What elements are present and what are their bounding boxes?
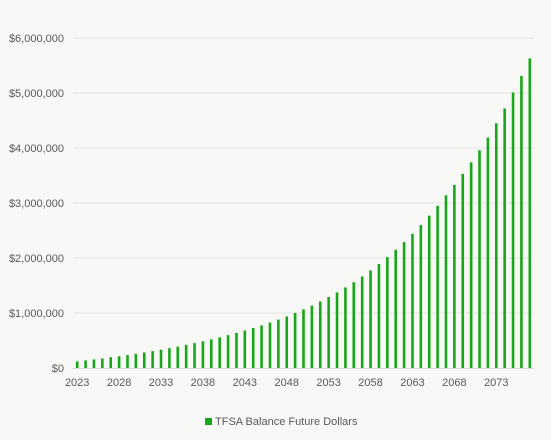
bar	[293, 313, 297, 368]
bar	[318, 301, 322, 368]
bar	[360, 276, 364, 368]
x-axis-ticks: 2023 2028 2033 2038 2043 2048 2053 2058 2063 2068…	[65, 377, 509, 389]
bar	[528, 58, 532, 368]
bar	[75, 361, 79, 368]
bar	[511, 92, 515, 368]
x-tick-label: 2073	[484, 377, 508, 389]
bar	[427, 215, 431, 368]
y-tick-label: $0	[52, 363, 64, 375]
bar	[142, 352, 146, 368]
bar	[92, 359, 96, 368]
y-axis-ticks: $0 $1,000,000 $2,000,000 $3,000,000 $4,000,0…	[9, 33, 64, 375]
bar	[302, 309, 305, 368]
x-tick-label: 2053	[316, 377, 340, 389]
bar	[520, 75, 523, 368]
bar	[226, 335, 230, 368]
y-tick-label: $2,000,000	[9, 253, 64, 265]
bar	[469, 162, 473, 368]
bar	[109, 357, 113, 368]
legend-swatch	[205, 418, 212, 425]
bar	[394, 249, 397, 368]
x-tick-label: 2063	[400, 377, 424, 389]
bar	[444, 195, 448, 368]
bar	[251, 328, 255, 368]
y-tick-label: $4,000,000	[9, 143, 64, 155]
x-tick-label: 2058	[358, 377, 382, 389]
bar	[218, 337, 221, 368]
x-tick-label: 2048	[274, 377, 298, 389]
x-tick-label: 2043	[233, 377, 257, 389]
bar	[402, 242, 406, 368]
bar	[260, 325, 263, 368]
bar	[386, 257, 389, 368]
bar	[327, 297, 330, 368]
legend-label: TFSA Balance Future Dollars	[215, 416, 358, 428]
bar	[126, 355, 129, 368]
y-tick-label: $6,000,000	[9, 33, 64, 45]
y-tick-label: $5,000,000	[9, 88, 64, 100]
bar	[210, 339, 213, 368]
bar	[168, 348, 171, 368]
gridlines	[73, 37, 534, 314]
bar	[134, 353, 138, 368]
x-tick-label: 2038	[191, 377, 215, 389]
bar	[285, 316, 289, 368]
bar	[411, 233, 414, 368]
bar	[159, 349, 163, 368]
bar	[84, 360, 87, 368]
bar	[453, 184, 456, 368]
x-tick-label: 2028	[107, 377, 131, 389]
x-tick-label: 2023	[65, 377, 89, 389]
bar	[352, 282, 356, 368]
bar	[193, 343, 196, 368]
bar	[151, 351, 154, 368]
x-tick-label: 2068	[442, 377, 466, 389]
bar	[277, 319, 280, 368]
bar	[310, 305, 314, 368]
bar	[117, 356, 121, 368]
bar	[184, 344, 188, 368]
bars	[75, 58, 532, 369]
legend: TFSA Balance Future Dollars	[205, 416, 358, 428]
y-tick-label: $3,000,000	[9, 198, 64, 210]
bar	[486, 137, 490, 368]
y-tick-label: $1,000,000	[9, 308, 64, 320]
bar	[419, 225, 423, 368]
x-tick-label: 2033	[149, 377, 173, 389]
bar	[201, 341, 205, 368]
bar	[101, 358, 104, 368]
bar	[369, 270, 372, 368]
bar	[461, 173, 465, 368]
bar	[377, 264, 381, 368]
bar	[176, 346, 180, 368]
bar	[335, 292, 339, 368]
bar	[344, 287, 347, 368]
bar	[235, 332, 238, 368]
bar	[268, 322, 272, 368]
bar	[243, 330, 247, 368]
bar	[478, 150, 481, 368]
bar	[503, 108, 506, 369]
bar	[436, 205, 439, 368]
bar	[494, 123, 498, 368]
